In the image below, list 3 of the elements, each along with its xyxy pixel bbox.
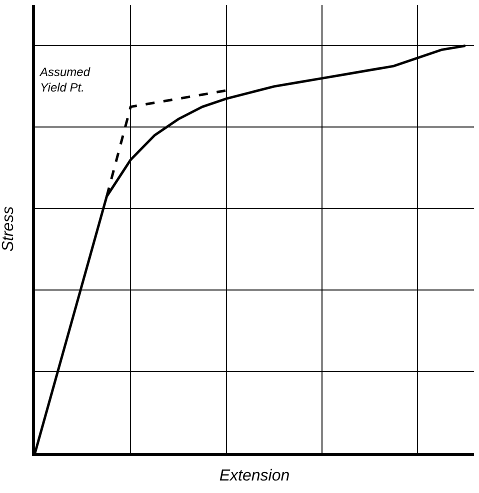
x-axis-title: Extension: [219, 468, 290, 485]
annotation: Assumed Yield Pt.: [39, 65, 90, 95]
y-axis-title: Stress: [0, 206, 17, 252]
